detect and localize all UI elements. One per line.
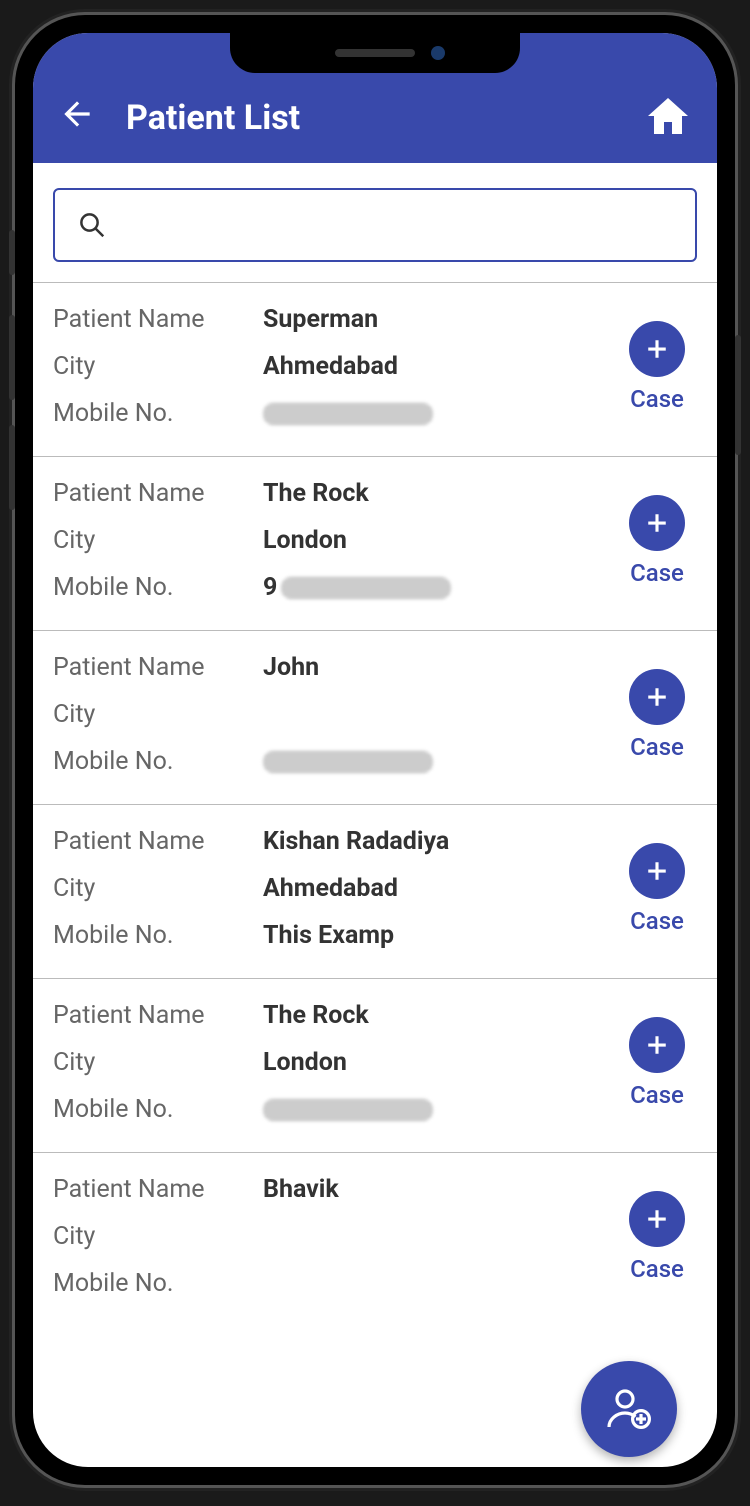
phone-camera: [431, 46, 445, 60]
redacted-bar: [263, 403, 433, 425]
phone-volume-down: [9, 425, 15, 510]
app-header: Patient List: [33, 73, 717, 163]
field-label: Mobile No.: [53, 747, 263, 776]
back-button[interactable]: [58, 95, 96, 142]
add-case-button[interactable]: [629, 495, 685, 551]
case-action: Case: [617, 827, 697, 950]
field-value: The Rock: [263, 1001, 607, 1030]
phone-screen: Patient List Patient NameSupermanCityAhm…: [33, 33, 717, 1467]
patient-card[interactable]: Patient NameKishan RadadiyaCityAhmedabad…: [33, 804, 717, 978]
case-label: Case: [630, 907, 684, 935]
add-case-button[interactable]: [629, 321, 685, 377]
phone-power-button: [735, 335, 741, 455]
phone-mute-switch: [9, 230, 15, 275]
page-title: Patient List: [126, 98, 614, 138]
plus-icon: [642, 1030, 672, 1060]
field-label: Patient Name: [53, 1001, 263, 1030]
field-value: London: [263, 1048, 607, 1077]
field-label: Patient Name: [53, 1175, 263, 1204]
case-action: Case: [617, 653, 697, 776]
patient-info: Patient NameThe RockCityLondonMobile No.: [53, 1001, 607, 1124]
case-label: Case: [630, 733, 684, 761]
redacted-bar: [263, 1099, 433, 1121]
field-value: Bhavik: [263, 1175, 607, 1204]
patient-card[interactable]: Patient NameBhavikCity Mobile No. Case: [33, 1152, 717, 1326]
home-button[interactable]: [644, 92, 692, 144]
home-icon: [644, 92, 692, 140]
add-person-icon: [605, 1385, 653, 1433]
case-action: Case: [617, 305, 697, 428]
field-label: Mobile No.: [53, 921, 263, 950]
field-value-redacted: 9: [263, 573, 607, 602]
patient-info: Patient NameThe RockCityLondonMobile No.…: [53, 479, 607, 602]
patient-card[interactable]: Patient NameJohnCity Mobile No. Case: [33, 630, 717, 804]
field-value: John: [263, 653, 607, 682]
field-label: City: [53, 1048, 263, 1077]
plus-icon: [642, 856, 672, 886]
redacted-bar: [263, 751, 433, 773]
add-patient-fab[interactable]: [581, 1361, 677, 1457]
phone-frame: Patient List Patient NameSupermanCityAhm…: [15, 15, 735, 1485]
phone-volume-up: [9, 315, 15, 400]
field-value-redacted: [263, 1099, 607, 1121]
patient-info: Patient NameBhavikCity Mobile No.: [53, 1175, 607, 1298]
field-value: 9: [263, 573, 277, 602]
plus-icon: [642, 1204, 672, 1234]
patient-info: Patient NameKishan RadadiyaCityAhmedabad…: [53, 827, 607, 950]
add-case-button[interactable]: [629, 669, 685, 725]
patient-info: Patient NameSupermanCityAhmedabadMobile …: [53, 305, 607, 428]
redacted-bar: [281, 577, 451, 599]
add-case-button[interactable]: [629, 1191, 685, 1247]
field-label: Mobile No.: [53, 573, 263, 602]
field-label: Mobile No.: [53, 1095, 263, 1124]
patient-card[interactable]: Patient NameThe RockCityLondonMobile No.…: [33, 456, 717, 630]
phone-speaker: [335, 49, 415, 57]
plus-icon: [642, 682, 672, 712]
case-label: Case: [630, 559, 684, 587]
field-value: This Examp: [263, 921, 607, 950]
patient-card[interactable]: Patient NameSupermanCityAhmedabadMobile …: [33, 282, 717, 456]
search-input[interactable]: [53, 188, 697, 262]
field-label: City: [53, 352, 263, 381]
field-value: Superman: [263, 305, 607, 334]
field-label: City: [53, 1222, 263, 1251]
field-value: Ahmedabad: [263, 874, 607, 903]
field-value: Ahmedabad: [263, 352, 607, 381]
case-action: Case: [617, 1175, 697, 1298]
field-label: Patient Name: [53, 653, 263, 682]
patient-info: Patient NameJohnCity Mobile No.: [53, 653, 607, 776]
phone-notch: [230, 33, 520, 73]
case-label: Case: [630, 1081, 684, 1109]
plus-icon: [642, 508, 672, 538]
field-label: Mobile No.: [53, 399, 263, 428]
field-label: Mobile No.: [53, 1269, 263, 1298]
field-value: London: [263, 526, 607, 555]
search-container: [33, 163, 717, 282]
case-action: Case: [617, 1001, 697, 1124]
field-value: Kishan Radadiya: [263, 827, 607, 856]
field-label: Patient Name: [53, 305, 263, 334]
case-label: Case: [630, 1255, 684, 1283]
search-icon: [77, 210, 107, 240]
field-label: City: [53, 700, 263, 729]
field-value-redacted: [263, 403, 607, 425]
plus-icon: [642, 334, 672, 364]
arrow-back-icon: [58, 95, 96, 133]
field-label: Patient Name: [53, 827, 263, 856]
patient-list: Patient NameSupermanCityAhmedabadMobile …: [33, 282, 717, 1326]
field-value: The Rock: [263, 479, 607, 508]
case-action: Case: [617, 479, 697, 602]
case-label: Case: [630, 385, 684, 413]
add-case-button[interactable]: [629, 1017, 685, 1073]
field-label: Patient Name: [53, 479, 263, 508]
field-label: City: [53, 874, 263, 903]
field-value-redacted: [263, 751, 607, 773]
field-label: City: [53, 526, 263, 555]
add-case-button[interactable]: [629, 843, 685, 899]
patient-card[interactable]: Patient NameThe RockCityLondonMobile No.…: [33, 978, 717, 1152]
